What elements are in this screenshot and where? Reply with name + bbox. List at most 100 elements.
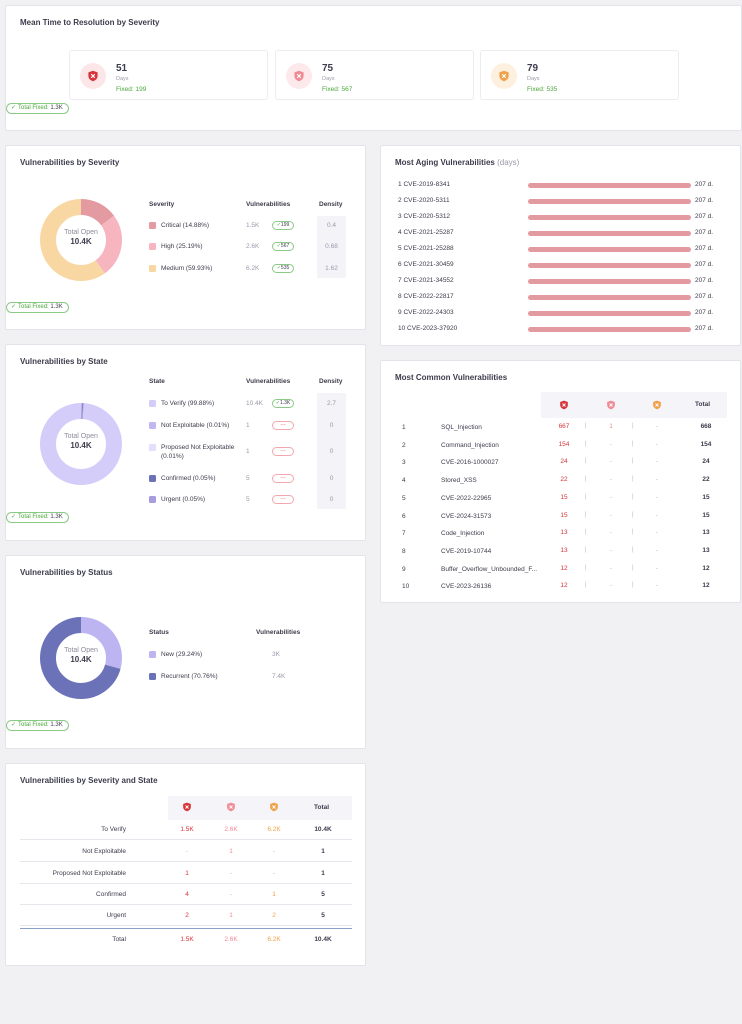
aging-name: 4 CVE-2021-25287 (398, 229, 454, 236)
mttr-days-value: 75 (322, 63, 334, 74)
aging-item[interactable]: 9 CVE-2022-24303 207 d. (381, 309, 740, 321)
legend-vuln-count: 5 (246, 475, 250, 482)
severity-donut-chart[interactable]: Total Open 10.4K (40, 199, 122, 281)
card-title: Mean Time to Resolution by Severity (20, 18, 160, 27)
table-row[interactable] (20, 819, 352, 840)
table-row[interactable]: 3 CVE-2016-1000027 24 | - | - 24 (399, 456, 726, 474)
cell-m: - (655, 476, 659, 484)
table-row[interactable]: 7 Code_Injection 13 | - | - 13 (399, 527, 726, 545)
legend-label[interactable]: Recurrent (70.76%) (161, 673, 218, 680)
mttr-box-critical[interactable]: 51 Days Fixed: 199 (69, 50, 268, 100)
cell-c: 667 (558, 423, 570, 430)
column-separator: | (585, 493, 587, 500)
legend-label[interactable]: Confirmed (0.05%) (161, 475, 216, 482)
fixed-badge: --- (272, 447, 294, 456)
cell-total: 13 (702, 529, 710, 537)
fixed-badge-value: --- (280, 448, 286, 454)
fixed-badge: ✓567 (272, 242, 294, 251)
mttr-days-unit: Days (322, 76, 335, 82)
aging-item[interactable]: 5 CVE-2021-25288 207 d. (381, 245, 740, 257)
donut-segment-1[interactable] (40, 617, 122, 699)
density-column-bg (317, 393, 346, 509)
legend-label[interactable]: New (29.24%) (161, 651, 203, 658)
shield-icon (559, 400, 569, 412)
cell-total: 1 (321, 870, 325, 877)
total-row-label: Total (112, 936, 126, 943)
table-row[interactable]: 10 CVE-2023-26136 12 | - | - 12 (399, 580, 726, 598)
legend-vuln-count: 1 (246, 448, 250, 455)
mttr-fixed-count: Fixed: 535 (527, 86, 558, 93)
aging-item[interactable]: 6 CVE-2021-30459 207 d. (381, 261, 740, 273)
total-open-label: Total Open (64, 647, 98, 654)
shield-icon (652, 400, 662, 412)
donut-segment-1[interactable] (40, 199, 122, 281)
cell-c: 2 (185, 912, 189, 919)
table-row[interactable]: 8 CVE-2019-10744 13 | - | - 13 (399, 545, 726, 563)
aging-item[interactable]: 4 CVE-2021-25287 207 d. (381, 229, 740, 241)
mttr-days-value: 79 (527, 63, 539, 74)
donut-segment-2[interactable] (40, 199, 122, 281)
aging-rank: 6 (398, 261, 402, 268)
legend-label[interactable]: Urgent (0.05%) (161, 496, 206, 503)
col-header-severity: Severity (149, 201, 175, 208)
table-row[interactable] (20, 884, 352, 905)
aging-item[interactable]: 1 CVE-2019-8341 207 d. (381, 181, 740, 193)
donut-svg (40, 403, 122, 485)
donut-segment-2[interactable] (40, 403, 122, 485)
cell-c: 12 (560, 582, 568, 590)
shield-icon (491, 63, 517, 89)
legend-swatch (149, 222, 156, 229)
mttr-fixed-count: Fixed: 567 (322, 86, 353, 93)
table-row[interactable] (20, 905, 352, 926)
legend-vuln-count: 1 (246, 422, 250, 429)
card-title: Vulnerabilities by State (20, 357, 108, 366)
aging-item[interactable]: 3 CVE-2020-5312 207 d. (381, 213, 740, 225)
legend-label[interactable]: Proposed Not Exploitable (0.01%) (161, 444, 235, 460)
col-header-vulnerabilities: Vulnerabilities (256, 629, 301, 636)
legend-label[interactable]: Medium (59.93%) (161, 265, 213, 272)
table-row[interactable]: 6 CVE-2024-31573 15 | - | - 15 (399, 510, 726, 528)
aging-bar (528, 263, 691, 268)
table-row[interactable] (20, 841, 352, 862)
aging-cve: CVE-2020-5311 (403, 197, 450, 204)
aging-name: 2 CVE-2020-5311 (398, 197, 450, 204)
cell-h: - (229, 891, 233, 898)
table-row[interactable]: 4 Stored_XSS 22 | - | - 22 (399, 474, 726, 492)
aging-cve: CVE-2019-8341 (403, 181, 451, 188)
row-label: Proposed Not Exploitable (52, 870, 126, 877)
aging-cve: CVE-2022-24303 (403, 309, 454, 316)
shield-icon (606, 400, 616, 412)
legend-label[interactable]: To Verify (99.88%) (161, 400, 215, 407)
aging-item[interactable]: 10 CVE-2023-37920 207 d. (381, 325, 740, 337)
cell-m: 1 (272, 891, 276, 898)
density-column-bg (317, 216, 346, 278)
legend-label[interactable]: Not Exploitable (0.01%) (161, 422, 230, 429)
table-row[interactable]: 5 CVE-2022-22965 15 | - | - 15 (399, 492, 726, 510)
aging-item[interactable]: 2 CVE-2020-5311 207 d. (381, 197, 740, 209)
state-donut-chart[interactable]: Total Open 10.4K (40, 403, 122, 485)
col-header-vulnerabilities: Vulnerabilities (246, 378, 291, 385)
legend-swatch (149, 673, 156, 680)
cell-h: - (609, 440, 613, 448)
table-row[interactable]: 9 Buffer_Overflow_Unbounded_F... 12 | - | - 12 (399, 563, 726, 581)
aging-rank: 8 (398, 293, 402, 300)
aging-bar (528, 231, 691, 236)
row-rank: 4 (402, 477, 406, 485)
aging-item[interactable]: 8 CVE-2022-22817 207 d. (381, 293, 740, 305)
table-row[interactable] (20, 863, 352, 884)
table-row[interactable]: 1 SQL_Injection 667 | 1 | - 668 (399, 421, 726, 439)
row-name: Code_Injection (441, 530, 485, 538)
legend-label[interactable]: Critical (14.88%) (161, 222, 210, 229)
mttr-box-high[interactable]: 75 Days Fixed: 567 (275, 50, 474, 100)
mttr-box-medium[interactable]: 79 Days Fixed: 535 (480, 50, 679, 100)
aging-bar (528, 311, 691, 316)
aging-item[interactable]: 7 CVE-2021-34552 207 d. (381, 277, 740, 289)
status-donut-chart[interactable]: Total Open 10.4K (40, 617, 122, 699)
column-separator: | (585, 511, 587, 518)
table-row[interactable]: 2 Command_Injection 154 | - | - 154 (399, 439, 726, 457)
legend-label[interactable]: High (25.19%) (161, 243, 203, 250)
cell-m: - (655, 458, 659, 466)
fixed-badge-value: 1.3K (279, 400, 291, 406)
column-separator: | (632, 582, 634, 589)
total-divider (20, 928, 352, 929)
